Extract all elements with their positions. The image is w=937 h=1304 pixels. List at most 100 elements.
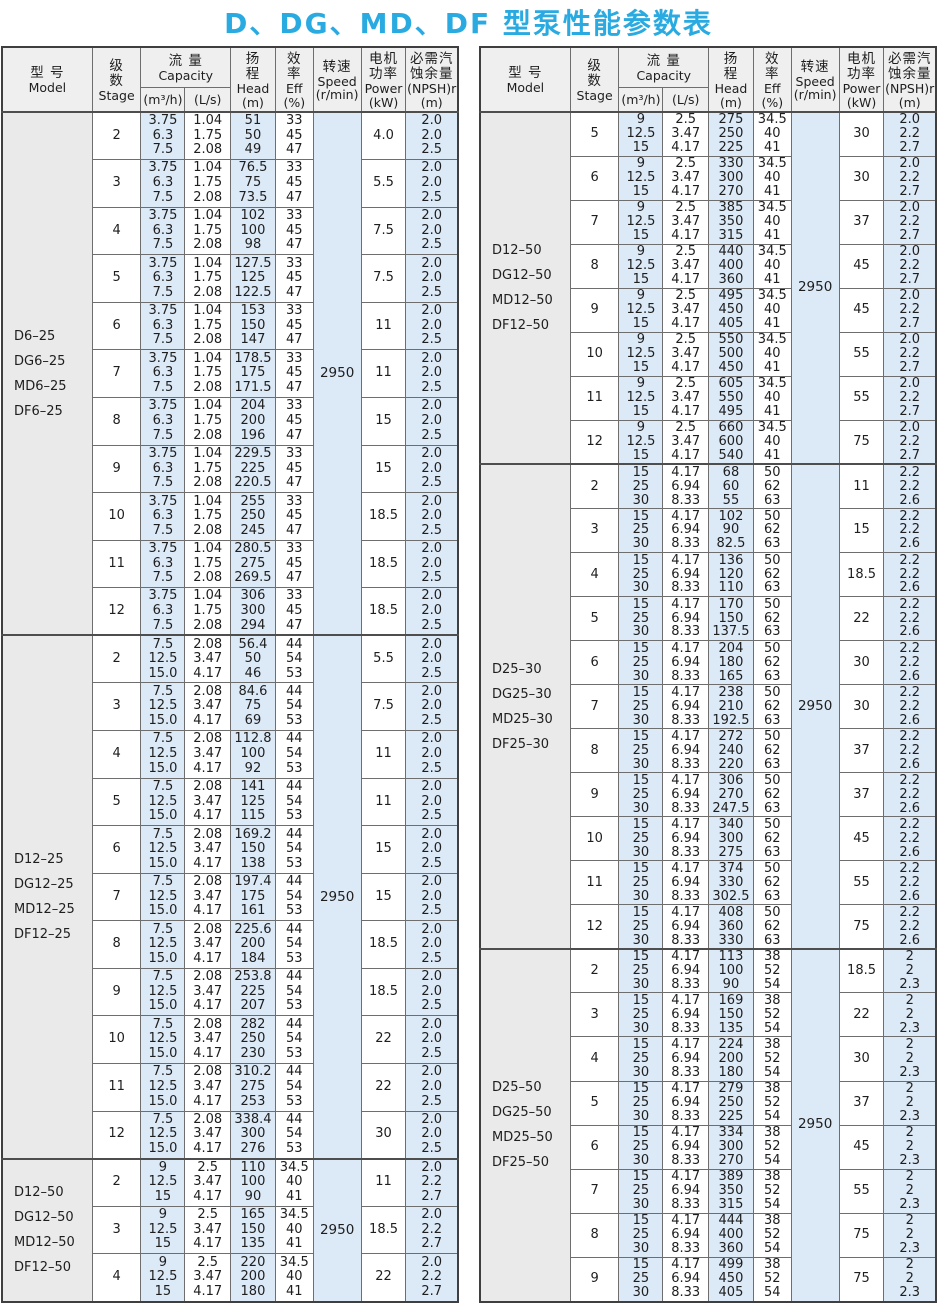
eff-cell: 50 62 63 [752,904,792,950]
capacity-ls-cell: 2.5 3.47 4.17 [662,155,710,201]
head-cell: 330 300 270 [708,155,754,201]
power-cell: 11 [360,730,407,779]
capacity-m3h-cell: 9 12.5 15 [618,375,664,421]
capacity-ls-cell: 2.08 3.47 4.17 [184,1110,232,1160]
speed-cell: 2950 [312,634,362,1160]
stage-cell: 6 [91,825,142,874]
stage-cell: 10 [91,1015,142,1065]
npsh-cell: 2.0 2.2 2.7 [883,110,937,157]
eff-cell: 50 62 63 [752,640,792,686]
capacity-m3h-cell: 15 25 30 [618,728,664,774]
eff-cell: 50 62 63 [752,860,792,906]
capacity-ls-cell: 2.08 3.47 4.17 [184,1063,232,1112]
col-header-model: 型 号 Model [1,46,93,113]
capacity-m3h-cell: 9 12.5 15 [140,1157,186,1207]
speed-cell: 2950 [312,1157,362,1303]
capacity-ls-cell: 2.5 3.47 4.17 [662,375,710,421]
capacity-m3h-cell: 7.5 12.5 15.0 [140,634,186,684]
stage-cell: 8 [569,1212,620,1258]
npsh-cell: 2.2 2.2 2.6 [883,684,937,730]
stage-cell: 3 [569,507,620,553]
capacity-ls-cell: 1.04 1.75 2.08 [184,159,232,208]
npsh-cell: 2.0 2.2 2.7 [883,287,937,333]
capacity-m3h-cell: 7.5 12.5 15.0 [140,730,186,779]
power-cell: 15 [360,872,407,922]
npsh-cell: 2.2 2.2 2.6 [883,596,937,642]
head-cell: 408 360 330 [708,904,754,950]
capacity-ls-cell: 2.5 3.47 4.17 [662,331,710,377]
power-cell: 22 [360,1253,407,1303]
head-cell: 306 270 247.5 [708,772,754,818]
npsh-cell: 2.2 2.2 2.6 [883,507,937,553]
capacity-m3h-cell: 9 12.5 15 [618,243,664,289]
head-cell: 282 250 230 [230,1015,276,1065]
capacity-m3h-cell: 9 12.5 15 [618,331,664,377]
capacity-m3h-cell: 7.5 12.5 15.0 [140,967,186,1017]
col-header-npsh: 必需汽 蚀余量 (NPSH)r (m) [405,46,459,113]
eff-cell: 44 54 53 [274,967,314,1017]
eff-cell: 33 45 47 [274,206,314,256]
table-header: 型 号 Model 级数 Stage 流 量 Capacity 扬程 Head (m) 效… [479,46,937,113]
col-header-m3h: (m³/h) [140,86,186,113]
head-cell: 444 400 360 [708,1212,754,1258]
eff-cell: 38 52 54 [752,1080,792,1126]
power-cell: 7.5 [360,254,407,303]
stage-cell: 5 [569,596,620,642]
capacity-ls-cell: 4.17 6.94 8.33 [662,1124,710,1170]
col-header-power: 电机 功率 Power (kW) [838,46,885,113]
npsh-cell: 2.0 2.0 2.5 [405,254,459,303]
power-cell: 30 [838,684,885,730]
stage-cell: 7 [569,1168,620,1214]
power-cell: 45 [838,243,885,289]
stage-cell: 9 [569,1256,620,1303]
eff-cell: 38 52 54 [752,1124,792,1170]
stage-cell: 3 [91,1205,142,1255]
stage-cell: 5 [91,777,142,827]
power-cell: 11 [360,777,407,827]
col-header-eff: 效率 Eff (%) [274,46,314,113]
head-cell: 112.8 100 92 [230,730,276,779]
capacity-ls-cell: 2.5 3.47 4.17 [662,110,710,157]
head-cell: 660 600 540 [708,419,754,465]
power-cell: 30 [838,1036,885,1082]
head-cell: 204 200 196 [230,396,276,446]
stage-cell: 3 [91,159,142,208]
capacity-ls-cell: 2.5 3.47 4.17 [662,419,710,465]
power-cell: 15 [838,507,885,553]
capacity-m3h-cell: 15 25 30 [618,947,664,994]
capacity-ls-cell: 4.17 6.94 8.33 [662,728,710,774]
eff-cell: 44 54 53 [274,777,314,827]
power-cell: 30 [838,155,885,201]
head-cell: 310.2 275 253 [230,1063,276,1112]
eff-cell: 34.5 40 41 [752,419,792,465]
capacity-m3h-cell: 15 25 30 [618,904,664,950]
npsh-cell: 2 2 2.3 [883,992,937,1038]
capacity-m3h-cell: 15 25 30 [618,1124,664,1170]
capacity-m3h-cell: 3.75 6.3 7.5 [140,301,186,351]
col-header-eff: 效率 Eff (%) [752,46,792,113]
capacity-ls-cell: 4.17 6.94 8.33 [662,904,710,950]
eff-cell: 33 45 47 [274,396,314,446]
eff-cell: 44 54 53 [274,872,314,922]
capacity-m3h-cell: 9 12.5 15 [618,155,664,201]
head-cell: 165 150 135 [230,1205,276,1255]
model-cell: D12–50 DG12–50 MD12–50 DF12–50 [479,110,571,465]
stage-cell: 8 [91,920,142,969]
eff-cell: 33 45 47 [274,159,314,208]
pump-table-right: 型 号 Model 级数 Stage 流 量 Capacity 扬程 Head (m) 效… [479,46,937,1303]
stage-cell: 3 [91,682,142,732]
stage-cell: 6 [91,301,142,351]
npsh-cell: 2.0 2.0 2.5 [405,920,459,969]
head-cell: 255 250 245 [230,492,276,541]
head-cell: 169 150 135 [708,992,754,1038]
capacity-m3h-cell: 7.5 12.5 15.0 [140,872,186,922]
eff-cell: 34.5 40 41 [752,287,792,333]
capacity-m3h-cell: 9 12.5 15 [618,419,664,465]
col-header-capacity: 流 量 Capacity [618,46,710,88]
table-header: 型 号 Model 级数 Stage 流 量 Capacity 扬程 Head (m) 效… [1,46,459,113]
npsh-cell: 2.0 2.0 2.5 [405,444,459,494]
capacity-m3h-cell: 15 25 30 [618,1256,664,1303]
col-header-power: 电机 功率 Power (kW) [360,46,407,113]
head-cell: 110 100 90 [230,1157,276,1207]
power-cell: 18.5 [838,947,885,994]
